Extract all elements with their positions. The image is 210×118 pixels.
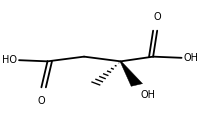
Text: OH: OH (141, 90, 156, 100)
Text: O: O (153, 12, 161, 22)
Text: O: O (38, 96, 45, 106)
Text: HO: HO (2, 55, 17, 65)
Text: OH: OH (184, 53, 199, 63)
Polygon shape (120, 61, 143, 86)
